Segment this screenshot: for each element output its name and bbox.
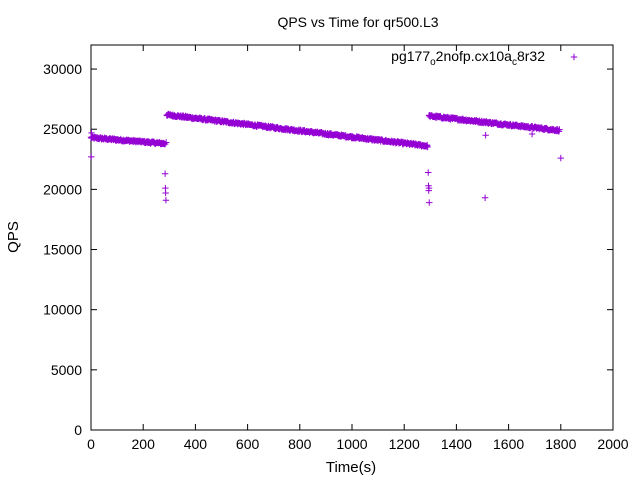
y-tick-label: 30000 (43, 61, 82, 77)
legend-text-part: 8r32 (517, 48, 545, 64)
legend-text-part: 2nofp.cx10a (436, 48, 512, 64)
x-tick-label: 1600 (493, 436, 524, 452)
y-axis-label: QPS (5, 221, 22, 253)
legend-marker-symbol (570, 53, 578, 61)
x-tick-label: 1200 (389, 436, 420, 452)
data-point-outlier (557, 154, 564, 162)
x-tick-label: 1000 (336, 436, 367, 452)
y-tick-label: 10000 (43, 302, 82, 318)
legend-subscript: c (512, 57, 517, 68)
x-tick-label: 200 (132, 436, 156, 452)
data-point-outlier (425, 169, 432, 176)
data-point (424, 143, 431, 151)
x-tick-label: 600 (236, 436, 260, 452)
data-point-outlier (162, 189, 169, 197)
y-tick-label: 0 (74, 422, 82, 438)
data-point-outlier (161, 170, 169, 177)
data-point (422, 143, 430, 150)
data-point-outlier (528, 130, 536, 138)
data-points (87, 110, 564, 206)
x-tick-label: 400 (184, 436, 208, 452)
legend-label: pg177o2nofp.cx10ac8r32 (391, 48, 545, 68)
y-tick-label: 25000 (43, 121, 82, 137)
tick-marks (90, 45, 614, 431)
y-tick-label: 15000 (43, 242, 82, 258)
y-tick-label: 5000 (51, 362, 82, 378)
plot-frame (90, 44, 614, 431)
legend-subscript: o (430, 57, 436, 68)
data-point-outlier (481, 194, 489, 201)
data-point-outlier (482, 132, 489, 139)
legend-text-part: pg177 (391, 48, 430, 64)
x-tick-labels: 0 200 400 600 800 1000 1200 1400 1600 1800 2000 (87, 436, 629, 452)
x-tick-label: 0 (87, 436, 95, 452)
x-tick-label: 800 (288, 436, 312, 452)
x-tick-label: 1800 (545, 436, 576, 452)
data-point-outlier (162, 197, 170, 204)
data-point-outlier (426, 199, 433, 206)
data-point-outlier (88, 129, 95, 137)
data-point-outlier (162, 139, 170, 146)
legend: pg177o2nofp.cx10ac8r32 (391, 48, 578, 68)
plot-border (90, 44, 614, 431)
x-axis-label: Time(s) (326, 459, 376, 476)
data-point-outlier (88, 153, 95, 161)
y-tick-labels: 0 5000 10000 15000 20000 25000 30000 (43, 61, 82, 438)
data-point (423, 142, 430, 150)
data-point-outlier (425, 184, 433, 192)
chart-title: QPS vs Time for qr500.L3 (277, 14, 438, 30)
data-point (556, 126, 563, 133)
legend-marker (570, 53, 578, 61)
y-tick-label: 20000 (43, 181, 82, 197)
x-tick-label: 1400 (441, 436, 472, 452)
x-tick-label: 2000 (597, 436, 628, 452)
